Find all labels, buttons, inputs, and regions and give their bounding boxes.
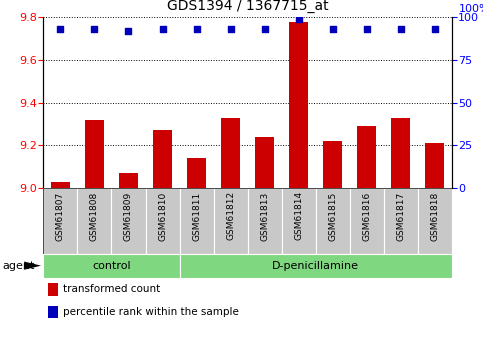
Bar bbox=[77, 188, 112, 254]
Text: percentile rank within the sample: percentile rank within the sample bbox=[63, 307, 239, 317]
Text: GSM61807: GSM61807 bbox=[56, 191, 65, 240]
Text: agent: agent bbox=[2, 261, 35, 270]
Bar bbox=[180, 254, 452, 278]
Polygon shape bbox=[24, 262, 41, 270]
Bar bbox=[47, 283, 58, 296]
Bar bbox=[43, 188, 77, 254]
Text: GSM61814: GSM61814 bbox=[294, 191, 303, 240]
Bar bbox=[425, 143, 444, 188]
Text: GSM61808: GSM61808 bbox=[90, 191, 99, 240]
Bar bbox=[51, 181, 70, 188]
Title: GDS1394 / 1367715_at: GDS1394 / 1367715_at bbox=[167, 0, 328, 13]
Text: D-penicillamine: D-penicillamine bbox=[272, 261, 359, 270]
Bar bbox=[323, 141, 342, 188]
Bar bbox=[255, 137, 274, 188]
Text: GSM61810: GSM61810 bbox=[158, 191, 167, 240]
Bar bbox=[357, 126, 376, 188]
Point bbox=[125, 28, 132, 34]
Bar bbox=[180, 188, 213, 254]
Bar bbox=[315, 188, 350, 254]
Bar bbox=[145, 188, 180, 254]
Text: transformed count: transformed count bbox=[63, 284, 160, 294]
Bar bbox=[43, 254, 180, 278]
Bar bbox=[153, 130, 172, 188]
Bar bbox=[350, 188, 384, 254]
Point bbox=[193, 27, 200, 32]
Text: 100%: 100% bbox=[458, 4, 483, 14]
Bar bbox=[391, 118, 410, 188]
Bar bbox=[221, 118, 240, 188]
Point bbox=[91, 27, 99, 32]
Bar bbox=[418, 188, 452, 254]
Text: GSM61817: GSM61817 bbox=[396, 191, 405, 240]
Bar bbox=[187, 158, 206, 188]
Point bbox=[431, 27, 439, 32]
Bar bbox=[112, 188, 145, 254]
Point bbox=[397, 27, 404, 32]
Text: GSM61816: GSM61816 bbox=[362, 191, 371, 240]
Bar bbox=[85, 120, 104, 188]
Bar bbox=[47, 306, 58, 318]
Text: GSM61813: GSM61813 bbox=[260, 191, 269, 240]
Bar bbox=[384, 188, 418, 254]
Bar bbox=[119, 173, 138, 188]
Text: GSM61811: GSM61811 bbox=[192, 191, 201, 240]
Bar bbox=[213, 188, 248, 254]
Text: control: control bbox=[92, 261, 131, 270]
Text: GSM61818: GSM61818 bbox=[430, 191, 439, 240]
Point bbox=[57, 27, 64, 32]
Point bbox=[261, 27, 269, 32]
Bar bbox=[289, 21, 308, 188]
Point bbox=[363, 27, 370, 32]
Bar bbox=[247, 188, 282, 254]
Point bbox=[329, 27, 337, 32]
Text: GSM61812: GSM61812 bbox=[226, 191, 235, 240]
Text: GSM61815: GSM61815 bbox=[328, 191, 337, 240]
Point bbox=[295, 16, 302, 22]
Bar bbox=[282, 188, 315, 254]
Point bbox=[227, 27, 234, 32]
Text: GSM61809: GSM61809 bbox=[124, 191, 133, 240]
Point bbox=[158, 27, 166, 32]
